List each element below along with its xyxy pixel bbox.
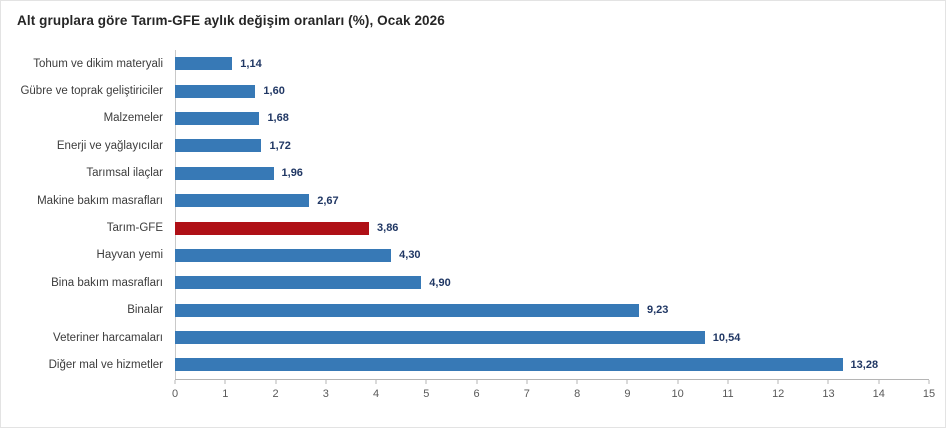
x-axis-tickmark xyxy=(375,379,377,384)
bar-track: 1,72 xyxy=(175,132,929,159)
value-label: 9,23 xyxy=(646,304,669,317)
bar-row: Binalar 9,23 xyxy=(17,297,929,324)
value-label: 4,30 xyxy=(399,249,421,262)
x-axis-tickmark xyxy=(526,379,528,384)
category-label: Hayvan yemi xyxy=(96,249,163,262)
x-axis-tickmark xyxy=(626,379,628,384)
value-label: 3,86 xyxy=(377,222,399,235)
bar-track: 4,30 xyxy=(175,242,929,269)
x-axis-tickmark xyxy=(325,379,327,384)
category-label: Malzemeler xyxy=(103,112,163,125)
x-axis-tick-label: 8 xyxy=(574,387,581,400)
chart-rows: Tohum ve dikim materyali 1,14 Gübre ve top… xyxy=(17,50,929,379)
x-axis-tickmark xyxy=(677,379,679,384)
bar-row: Tarımsal ilaçlar 1,96 xyxy=(17,160,929,187)
category-label: Veteriner harcamaları xyxy=(53,331,163,344)
bar xyxy=(175,57,233,71)
bar-row: Bina bakım masrafları 4,90 xyxy=(17,269,929,296)
x-axis: 0 1 2 3 4 5 6 7 8 9 10 11 12 13 14 15 xyxy=(171,378,935,409)
x-axis-tickmark xyxy=(425,379,427,384)
x-axis-tick-label: 15 xyxy=(922,387,936,400)
value-label: 2,67 xyxy=(317,194,339,207)
x-axis-tick-label: 6 xyxy=(473,387,480,400)
bar xyxy=(175,276,422,290)
bar xyxy=(175,358,843,372)
value-label: 10,54 xyxy=(712,331,741,344)
bar-track: 1,14 xyxy=(175,50,929,77)
category-label: Tarımsal ilaçlar xyxy=(86,167,163,180)
bar xyxy=(175,166,274,180)
bar-row: Makine bakım masrafları 2,67 xyxy=(17,187,929,214)
value-label: 13,28 xyxy=(850,358,879,371)
bar-track: 1,60 xyxy=(175,77,929,104)
category-label: Bina bakım masrafları xyxy=(51,276,163,289)
category-label: Diğer mal ve hizmetler xyxy=(48,358,163,371)
bar-track: 9,23 xyxy=(175,297,929,324)
value-label: 1,68 xyxy=(267,112,289,125)
bar-row: Gübre ve toprak geliştiriciler 1,60 xyxy=(17,77,929,104)
bar-row: Tarım-GFE 3,86 xyxy=(17,214,929,241)
category-label: Enerji ve yağlayıcılar xyxy=(56,139,163,152)
bar xyxy=(175,303,639,317)
bar-row: Veteriner harcamaları 10,54 xyxy=(17,324,929,351)
bar-row: Hayvan yemi 4,30 xyxy=(17,242,929,269)
bar xyxy=(175,194,310,208)
x-axis-tick-label: 7 xyxy=(523,387,530,400)
bar xyxy=(175,331,705,345)
x-axis-tick-label: 11 xyxy=(722,387,734,400)
x-axis-tickmark xyxy=(878,379,880,384)
value-label: 4,90 xyxy=(429,276,451,289)
bar-track: 4,90 xyxy=(175,269,929,296)
bar xyxy=(175,139,262,153)
value-label: 1,96 xyxy=(281,167,303,180)
x-axis-tick-label: 13 xyxy=(822,387,835,400)
x-axis-tickmark xyxy=(827,379,829,384)
bar-track: 10,54 xyxy=(175,324,929,351)
bar-track: 2,67 xyxy=(175,187,929,214)
value-label: 1,72 xyxy=(269,139,291,152)
x-axis-tickmark xyxy=(174,379,176,384)
bar-track: 13,28 xyxy=(175,351,929,378)
x-axis-tick-label: 12 xyxy=(772,387,785,400)
bar xyxy=(175,111,260,125)
x-axis-tickmark xyxy=(928,379,930,384)
x-axis-tick-label: 9 xyxy=(624,387,631,400)
bar-row: Diğer mal ve hizmetler 13,28 xyxy=(17,351,929,378)
bar xyxy=(175,248,392,262)
x-axis-tick-label: 10 xyxy=(671,387,684,400)
x-axis-row: 0 1 2 3 4 5 6 7 8 9 10 11 12 13 14 15 xyxy=(17,378,935,409)
value-label: 1,60 xyxy=(263,85,285,98)
x-axis-tickmark xyxy=(576,379,578,384)
chart-title: Alt gruplara göre Tarım-GFE aylık değişi… xyxy=(17,13,445,28)
bar-row: Malzemeler 1,68 xyxy=(17,105,929,132)
category-label: Binalar xyxy=(127,304,163,317)
bar-row: Enerji ve yağlayıcılar 1,72 xyxy=(17,132,929,159)
x-axis-tick-label: 5 xyxy=(423,387,430,400)
category-label: Tarım-GFE xyxy=(106,222,163,235)
value-label: 1,14 xyxy=(240,57,262,70)
bar-row: Tohum ve dikim materyali 1,14 xyxy=(17,50,929,77)
x-axis-tick-label: 2 xyxy=(272,387,279,400)
highlight-bar xyxy=(175,221,370,235)
category-label: Tohum ve dikim materyali xyxy=(33,57,163,70)
x-axis-tick-label: 4 xyxy=(373,387,380,400)
x-axis-tickmark xyxy=(224,379,226,384)
x-axis-tick-label: 0 xyxy=(171,387,179,400)
x-axis-tickmark xyxy=(275,379,277,384)
bar-track: 3,86 xyxy=(175,214,929,241)
category-label: Makine bakım masrafları xyxy=(37,194,163,207)
x-axis-tick-label: 1 xyxy=(222,387,229,400)
bar-track: 1,68 xyxy=(175,105,929,132)
bar xyxy=(175,84,256,98)
bar-track: 1,96 xyxy=(175,160,929,187)
category-label: Gübre ve toprak geliştiriciler xyxy=(20,85,163,98)
x-axis-tickmark xyxy=(476,379,478,384)
x-axis-tick-label: 3 xyxy=(322,387,329,400)
x-axis-tickmark xyxy=(727,379,729,384)
x-axis-spacer xyxy=(17,379,175,409)
x-axis-tickmark xyxy=(777,379,779,384)
x-axis-tick-label: 14 xyxy=(872,387,885,400)
